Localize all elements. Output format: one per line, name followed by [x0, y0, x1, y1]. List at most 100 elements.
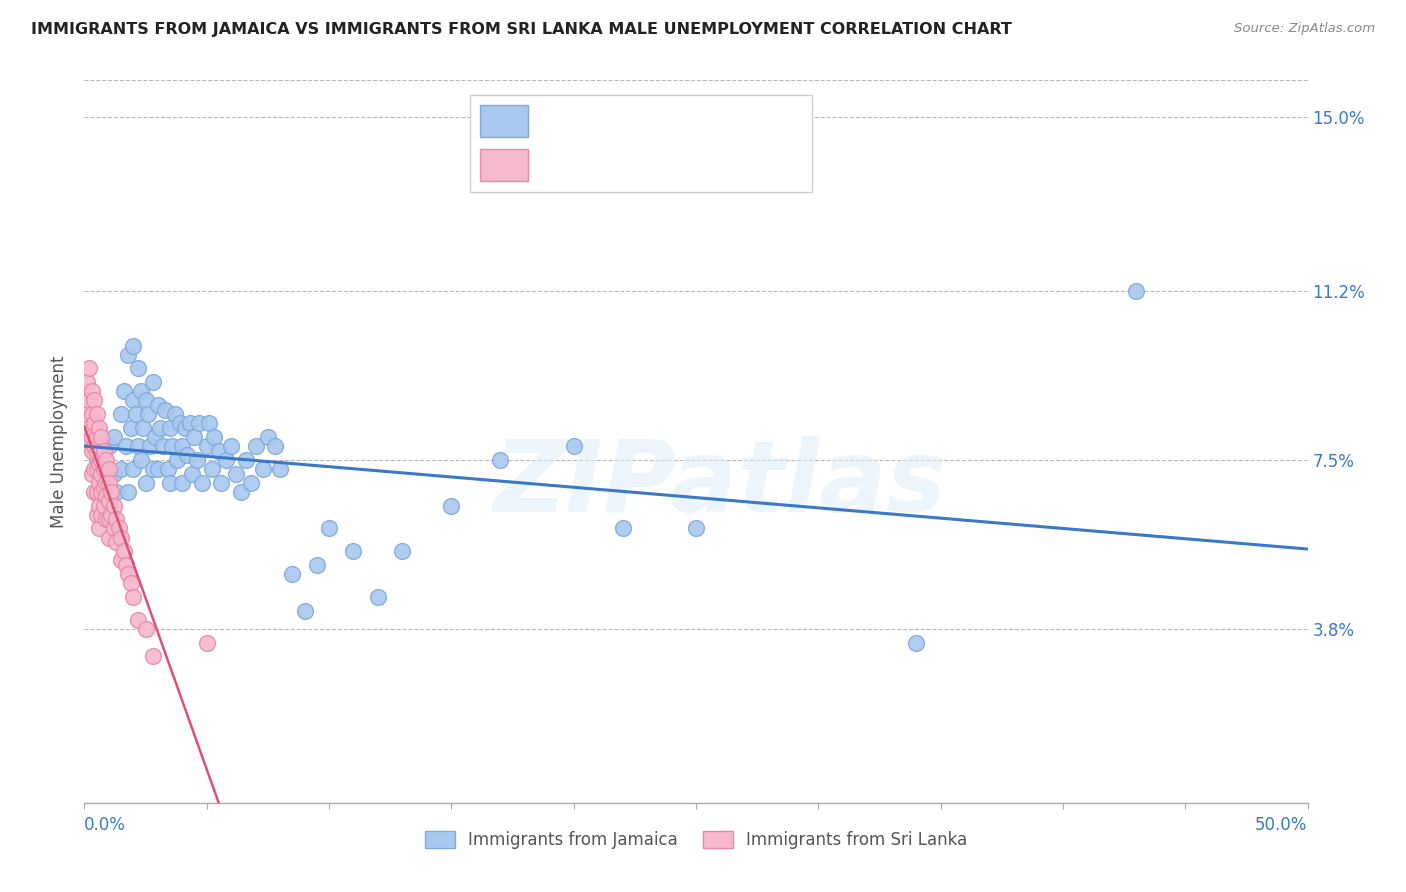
Point — [96, 453, 118, 467]
Point — [80, 430, 103, 444]
Point — [117, 348, 139, 362]
Point — [209, 475, 232, 490]
Point — [97, 494, 120, 508]
Point — [132, 421, 155, 435]
Point — [159, 421, 181, 435]
Point — [122, 462, 145, 476]
Point — [169, 416, 191, 430]
Point — [125, 407, 148, 421]
Point — [367, 590, 389, 604]
Point — [135, 475, 157, 490]
Point — [86, 484, 108, 499]
Point — [112, 384, 135, 399]
Point — [96, 512, 118, 526]
Point — [172, 475, 194, 490]
Point — [153, 402, 176, 417]
Point — [612, 521, 634, 535]
Point — [135, 622, 157, 636]
Point — [143, 430, 166, 444]
Point — [146, 462, 169, 476]
Point — [318, 521, 340, 535]
Point — [281, 567, 304, 582]
Point — [176, 448, 198, 462]
Point — [87, 439, 110, 453]
Point — [225, 467, 247, 481]
Point — [120, 421, 142, 435]
Point — [219, 439, 242, 453]
Point — [86, 462, 108, 476]
Point — [97, 531, 120, 545]
Point — [105, 535, 128, 549]
Point — [198, 416, 221, 430]
Point — [179, 416, 201, 430]
Point — [96, 475, 118, 490]
Point — [208, 443, 231, 458]
Point — [202, 430, 225, 444]
Point — [100, 508, 122, 522]
Text: ZIPatlas: ZIPatlas — [494, 436, 948, 533]
Point — [195, 439, 218, 453]
Point — [146, 398, 169, 412]
Y-axis label: Male Unemployment: Male Unemployment — [51, 355, 69, 528]
Text: IMMIGRANTS FROM JAMAICA VS IMMIGRANTS FROM SRI LANKA MALE UNEMPLOYMENT CORRELATI: IMMIGRANTS FROM JAMAICA VS IMMIGRANTS FR… — [31, 22, 1012, 37]
Point — [76, 407, 98, 421]
Point — [127, 361, 149, 376]
Point — [264, 439, 287, 453]
Point — [391, 544, 413, 558]
Text: Source: ZipAtlas.com: Source: ZipAtlas.com — [1234, 22, 1375, 36]
Text: 0.0%: 0.0% — [84, 816, 127, 834]
Point — [93, 443, 115, 458]
Point — [120, 576, 142, 591]
Point — [97, 462, 120, 476]
Point — [305, 558, 328, 572]
Point — [122, 338, 145, 352]
Point — [103, 430, 125, 444]
Point — [245, 439, 267, 453]
Point — [86, 407, 108, 421]
Point — [117, 484, 139, 499]
Point — [188, 416, 211, 430]
Point — [183, 430, 205, 444]
Point — [90, 508, 112, 522]
Point — [103, 499, 125, 513]
Point — [86, 508, 108, 522]
Point — [257, 430, 280, 444]
Point — [142, 375, 165, 389]
Text: 50.0%: 50.0% — [1256, 816, 1308, 834]
Point — [97, 475, 120, 490]
Point — [181, 467, 204, 481]
Point — [110, 462, 132, 476]
Point — [87, 421, 110, 435]
Point — [77, 393, 100, 408]
Point — [80, 407, 103, 421]
Point — [195, 636, 218, 650]
Point — [77, 361, 100, 376]
Point — [685, 521, 707, 535]
Point — [90, 467, 112, 481]
Point — [1125, 284, 1147, 298]
Point — [86, 453, 108, 467]
Point — [83, 484, 105, 499]
Point — [90, 475, 112, 490]
Point — [172, 439, 194, 453]
Point — [110, 553, 132, 567]
Point — [191, 475, 214, 490]
Point — [252, 462, 274, 476]
Point — [156, 462, 179, 476]
Point — [294, 604, 316, 618]
Point — [100, 484, 122, 499]
Point — [142, 649, 165, 664]
Point — [122, 393, 145, 408]
Point — [129, 453, 152, 467]
Point — [152, 439, 174, 453]
Point — [173, 421, 195, 435]
Point — [115, 558, 138, 572]
Point — [86, 430, 108, 444]
Point — [229, 484, 252, 499]
Point — [159, 475, 181, 490]
Point — [149, 421, 172, 435]
Legend: Immigrants from Jamaica, Immigrants from Sri Lanka: Immigrants from Jamaica, Immigrants from… — [418, 824, 974, 856]
Point — [342, 544, 364, 558]
Point — [127, 439, 149, 453]
Point — [77, 439, 100, 453]
